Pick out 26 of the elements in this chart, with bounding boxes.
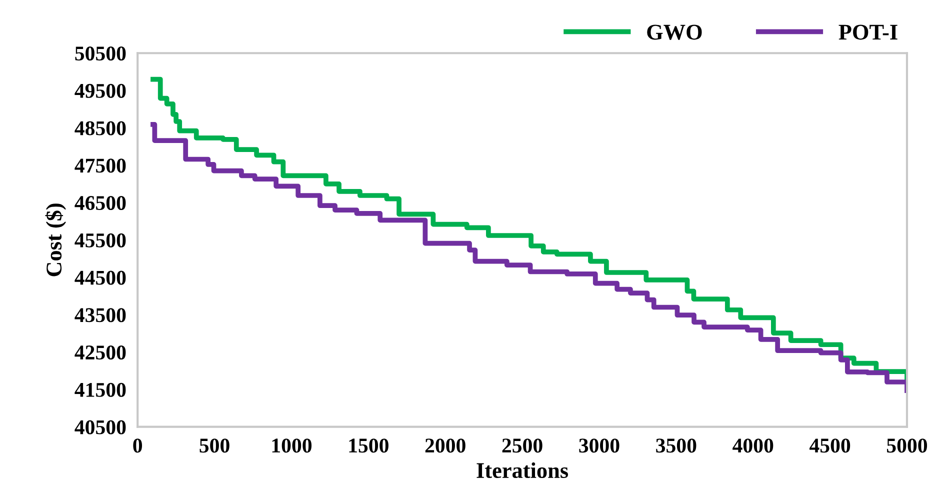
y-tick-label: 46500 <box>74 196 126 210</box>
y-tick-label: 49500 <box>74 84 126 98</box>
y-axis-title: Cost ($) <box>45 204 66 276</box>
y-tick-label: 50500 <box>75 46 126 61</box>
x-tick-label: 2500 <box>502 438 542 453</box>
x-tick-label: 3500 <box>656 438 696 453</box>
x-tick-label: 5000 <box>886 438 928 453</box>
y-tick-label: 47500 <box>74 158 126 173</box>
y-tick-label: 45500 <box>74 233 126 248</box>
x-tick-label: 1500 <box>349 438 388 453</box>
legend-label: POT-I <box>838 24 898 40</box>
legend-label: GWO <box>647 24 702 40</box>
y-tick-label: 40500 <box>74 420 126 434</box>
y-tick-label: 43500 <box>74 308 126 322</box>
x-tick-label: 2000 <box>425 438 466 453</box>
y-tick-label: 48500 <box>74 121 126 136</box>
x-tick-label: 0 <box>133 438 142 453</box>
y-tick-label: 44500 <box>74 270 126 285</box>
x-tick-label: 1000 <box>272 438 312 453</box>
x-tick-label: 500 <box>200 438 230 453</box>
y-tick-label: 41500 <box>74 382 126 397</box>
x-tick-label: 4000 <box>732 438 774 453</box>
x-tick-label: 3000 <box>579 438 620 453</box>
y-tick-label: 42500 <box>74 345 126 360</box>
x-axis-title: Iterations <box>476 462 568 478</box>
x-tick-label: 4500 <box>810 438 850 453</box>
